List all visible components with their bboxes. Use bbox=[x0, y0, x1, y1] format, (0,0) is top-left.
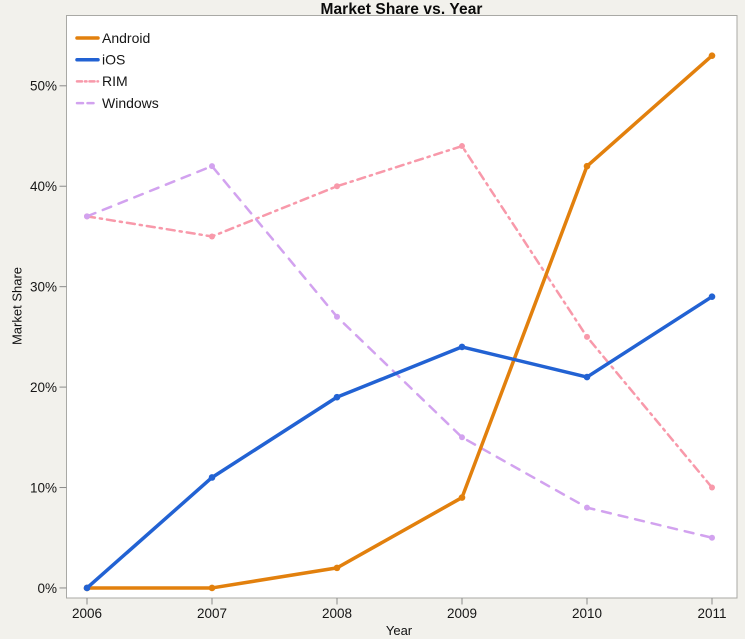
y-tick-label: 0% bbox=[37, 581, 57, 596]
data-point-windows bbox=[459, 434, 465, 441]
legend-item-ios: iOS bbox=[75, 52, 125, 68]
x-tick-label: 2006 bbox=[72, 606, 102, 621]
plot-frame bbox=[66, 15, 738, 599]
data-point-ios bbox=[583, 373, 591, 381]
chart-title: Market Share vs. Year bbox=[320, 1, 483, 18]
y-tick-label: 30% bbox=[30, 279, 57, 294]
data-point-ios bbox=[708, 293, 716, 301]
data-point-windows bbox=[84, 213, 90, 220]
legend-label: iOS bbox=[102, 52, 125, 68]
data-point-windows bbox=[209, 163, 215, 170]
legend-item-windows: Windows bbox=[75, 95, 159, 111]
data-point-android bbox=[208, 584, 216, 592]
legend-label: Android bbox=[102, 30, 150, 46]
data-point-ios bbox=[458, 343, 466, 351]
x-axis-label: Year bbox=[385, 623, 413, 638]
x-tick-label: 2009 bbox=[447, 606, 477, 621]
y-tick-label: 20% bbox=[30, 380, 57, 395]
data-point-android bbox=[708, 52, 716, 59]
legend-item-rim: RIM bbox=[75, 73, 128, 89]
x-tick-label: 2011 bbox=[697, 606, 726, 621]
data-point-rim bbox=[334, 183, 340, 190]
series-line-android bbox=[85, 53, 714, 590]
data-point-ios bbox=[83, 584, 91, 592]
data-point-android bbox=[583, 162, 591, 170]
data-point-ios bbox=[333, 393, 341, 401]
y-tick-label: 40% bbox=[30, 179, 57, 194]
x-tick-label: 2008 bbox=[322, 606, 352, 621]
x-tick-label: 2007 bbox=[197, 606, 227, 621]
series-line-windows bbox=[85, 164, 714, 539]
data-point-rim bbox=[209, 233, 215, 240]
x-tick-label: 2010 bbox=[572, 606, 602, 621]
data-point-android bbox=[458, 494, 466, 501]
series-line-ios bbox=[85, 294, 714, 590]
y-tick-label: 10% bbox=[30, 480, 57, 495]
series-ios bbox=[83, 293, 716, 592]
y-tick-label: 50% bbox=[30, 79, 57, 94]
data-point-ios bbox=[208, 474, 216, 481]
legend: Android iOS RIM Windows bbox=[75, 30, 159, 111]
data-point-windows bbox=[584, 504, 590, 511]
legend-label: RIM bbox=[102, 73, 128, 89]
data-point-rim bbox=[459, 143, 465, 150]
data-point-windows bbox=[709, 534, 715, 541]
legend-item-android: Android bbox=[75, 30, 150, 46]
legend-label: Windows bbox=[102, 95, 159, 111]
series-windows bbox=[84, 163, 715, 541]
data-point-rim bbox=[709, 484, 715, 491]
data-point-android bbox=[333, 564, 341, 572]
data-point-rim bbox=[584, 333, 590, 340]
data-point-windows bbox=[334, 313, 340, 320]
